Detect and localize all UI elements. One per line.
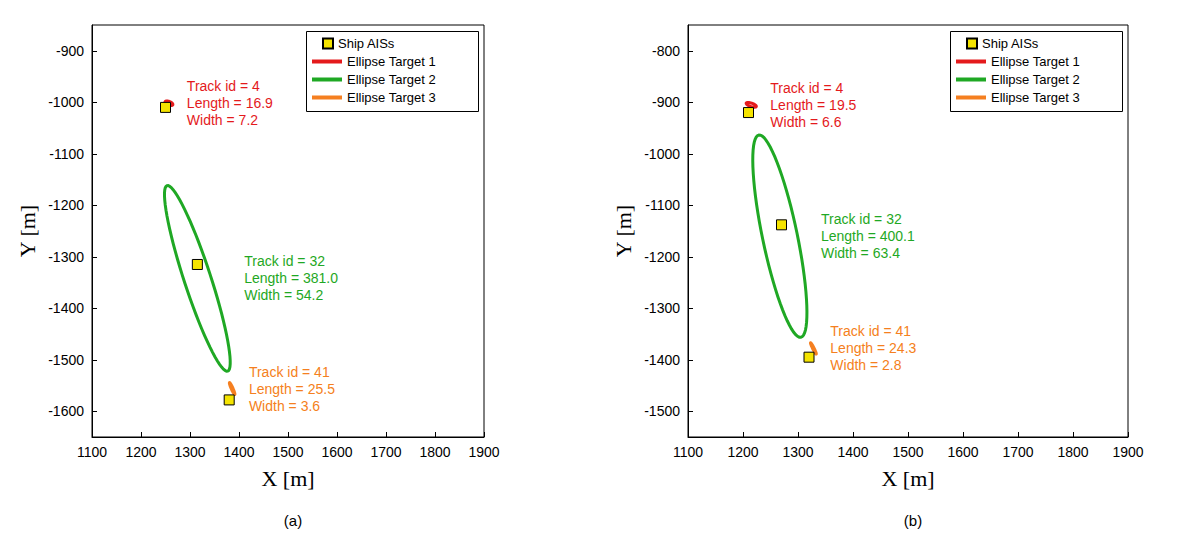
svg-text:Width = 7.2: Width = 7.2 xyxy=(187,112,258,128)
svg-text:1500: 1500 xyxy=(272,444,303,460)
svg-text:X [m]: X [m] xyxy=(261,466,314,491)
svg-text:-1500: -1500 xyxy=(48,352,84,368)
svg-text:-1200: -1200 xyxy=(48,197,84,213)
svg-text:Y [m]: Y [m] xyxy=(15,205,40,257)
svg-text:Ellipse Target 2: Ellipse Target 2 xyxy=(991,72,1080,87)
svg-text:1400: 1400 xyxy=(837,444,868,460)
svg-text:Width = 63.4: Width = 63.4 xyxy=(821,245,900,261)
svg-text:1200: 1200 xyxy=(125,444,156,460)
svg-text:1800: 1800 xyxy=(1057,444,1088,460)
svg-text:Ellipse Target 2: Ellipse Target 2 xyxy=(347,72,436,87)
svg-text:1700: 1700 xyxy=(1002,444,1033,460)
svg-text:Length = 381.0: Length = 381.0 xyxy=(244,270,338,286)
svg-text:Length = 24.3: Length = 24.3 xyxy=(830,340,916,356)
svg-text:1400: 1400 xyxy=(223,444,254,460)
svg-text:Ship AISs: Ship AISs xyxy=(338,36,395,51)
svg-text:1700: 1700 xyxy=(370,444,401,460)
svg-text:Width = 6.6: Width = 6.6 xyxy=(770,114,841,130)
svg-text:1600: 1600 xyxy=(947,444,978,460)
svg-text:Length = 400.1: Length = 400.1 xyxy=(821,228,915,244)
svg-text:-1100: -1100 xyxy=(645,197,680,213)
svg-text:1900: 1900 xyxy=(468,444,499,460)
svg-text:Track id = 41: Track id = 41 xyxy=(830,323,911,339)
svg-text:-1000: -1000 xyxy=(48,94,84,110)
svg-text:-1300: -1300 xyxy=(644,300,680,316)
svg-text:(a): (a) xyxy=(284,512,302,529)
svg-text:Track id = 41: Track id = 41 xyxy=(249,364,330,380)
svg-text:Ellipse Target 3: Ellipse Target 3 xyxy=(991,90,1080,105)
svg-text:-900: -900 xyxy=(652,94,680,110)
svg-text:1300: 1300 xyxy=(174,444,205,460)
svg-text:-900: -900 xyxy=(56,43,84,59)
svg-text:Ship AISs: Ship AISs xyxy=(982,36,1039,51)
svg-text:Track id = 4: Track id = 4 xyxy=(770,80,843,96)
svg-text:1800: 1800 xyxy=(419,444,450,460)
svg-text:-1400: -1400 xyxy=(48,300,84,316)
svg-text:Ellipse Target 1: Ellipse Target 1 xyxy=(991,54,1080,69)
svg-text:Length = 19.5: Length = 19.5 xyxy=(770,97,856,113)
svg-text:1900: 1900 xyxy=(1112,444,1143,460)
svg-text:1100: 1100 xyxy=(77,444,107,460)
svg-text:-800: -800 xyxy=(652,43,680,59)
svg-text:Y [m]: Y [m] xyxy=(611,205,636,257)
svg-text:1600: 1600 xyxy=(321,444,352,460)
svg-text:Ellipse Target 3: Ellipse Target 3 xyxy=(347,90,436,105)
svg-text:Width = 3.6: Width = 3.6 xyxy=(249,398,320,414)
svg-text:1200: 1200 xyxy=(727,444,758,460)
svg-text:-1200: -1200 xyxy=(644,249,680,265)
svg-text:-1100: -1100 xyxy=(49,146,84,162)
svg-text:(b): (b) xyxy=(904,512,922,529)
svg-text:Track id = 32: Track id = 32 xyxy=(244,253,325,269)
svg-text:Ellipse Target 1: Ellipse Target 1 xyxy=(347,54,436,69)
svg-text:-1000: -1000 xyxy=(644,146,680,162)
svg-text:Length = 16.9: Length = 16.9 xyxy=(187,95,273,111)
svg-text:Track id = 4: Track id = 4 xyxy=(187,78,260,94)
svg-text:1300: 1300 xyxy=(782,444,813,460)
svg-text:1100: 1100 xyxy=(673,444,703,460)
svg-text:-1600: -1600 xyxy=(48,403,84,419)
svg-text:-1500: -1500 xyxy=(644,403,680,419)
svg-text:-1400: -1400 xyxy=(644,352,680,368)
svg-text:1500: 1500 xyxy=(892,444,923,460)
svg-text:Width = 2.8: Width = 2.8 xyxy=(830,357,901,373)
svg-text:X [m]: X [m] xyxy=(881,466,934,491)
svg-text:Width = 54.2: Width = 54.2 xyxy=(244,287,323,303)
svg-text:Track id = 32: Track id = 32 xyxy=(821,211,902,227)
svg-text:-1300: -1300 xyxy=(48,249,84,265)
svg-text:Length = 25.5: Length = 25.5 xyxy=(249,381,335,397)
